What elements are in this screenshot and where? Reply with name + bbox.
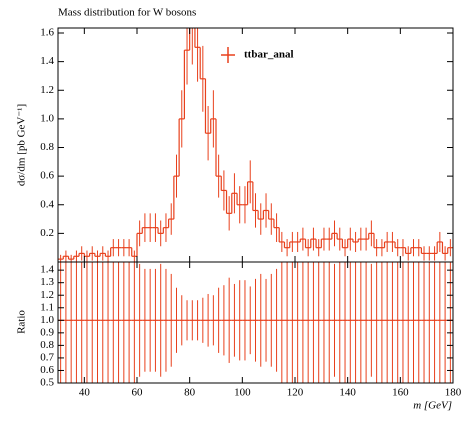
y-tick-label: 1.1 [40, 301, 54, 313]
x-tick-label: 120 [287, 387, 304, 399]
y-tick-label: 0.6 [40, 364, 54, 376]
x-tick-label: 140 [339, 387, 356, 399]
y-tick-label: 0.7 [40, 351, 54, 363]
plot-area [58, 262, 453, 383]
legend-label: ttbar_anal [244, 49, 294, 61]
y-tick-label: 0.6 [40, 170, 54, 182]
y-tick-label: 0.8 [40, 339, 54, 351]
x-tick-label: 160 [392, 387, 409, 399]
y-tick-label: 1.0 [40, 112, 54, 124]
x-axis-label: m [GeV] [413, 400, 452, 412]
panel-frame [57, 261, 454, 384]
y-tick-label: 0.8 [40, 141, 54, 153]
y-tick-label: 0.9 [40, 326, 54, 338]
plot-area [58, 28, 453, 262]
y-tick-label: 1.3 [40, 276, 54, 288]
y-tick-label: 0.2 [40, 227, 54, 239]
y-axis-label: dσ/dm [pb GeV⁻¹] [16, 104, 28, 186]
x-tick-label: 180 [445, 387, 462, 399]
y-tick-label: 1.4 [40, 55, 54, 67]
y-tick-label: 1.4 [40, 264, 54, 276]
y-tick-label: 1.2 [40, 289, 54, 301]
y-tick-label: 1.0 [40, 314, 54, 326]
y-tick-label: 0.5 [40, 377, 54, 389]
y-tick-label: 1.6 [40, 27, 54, 39]
y-tick-label: 1.2 [40, 84, 54, 96]
x-tick-label: 40 [79, 387, 91, 399]
x-tick-label: 60 [132, 387, 144, 399]
x-tick-label: 100 [234, 387, 251, 399]
y-tick-label: 0.4 [40, 198, 54, 210]
x-tick-label: 80 [184, 387, 196, 399]
chart-title: Mass distribution for W bosons [58, 7, 196, 19]
ratio-axis-label: Ratio [16, 310, 28, 334]
